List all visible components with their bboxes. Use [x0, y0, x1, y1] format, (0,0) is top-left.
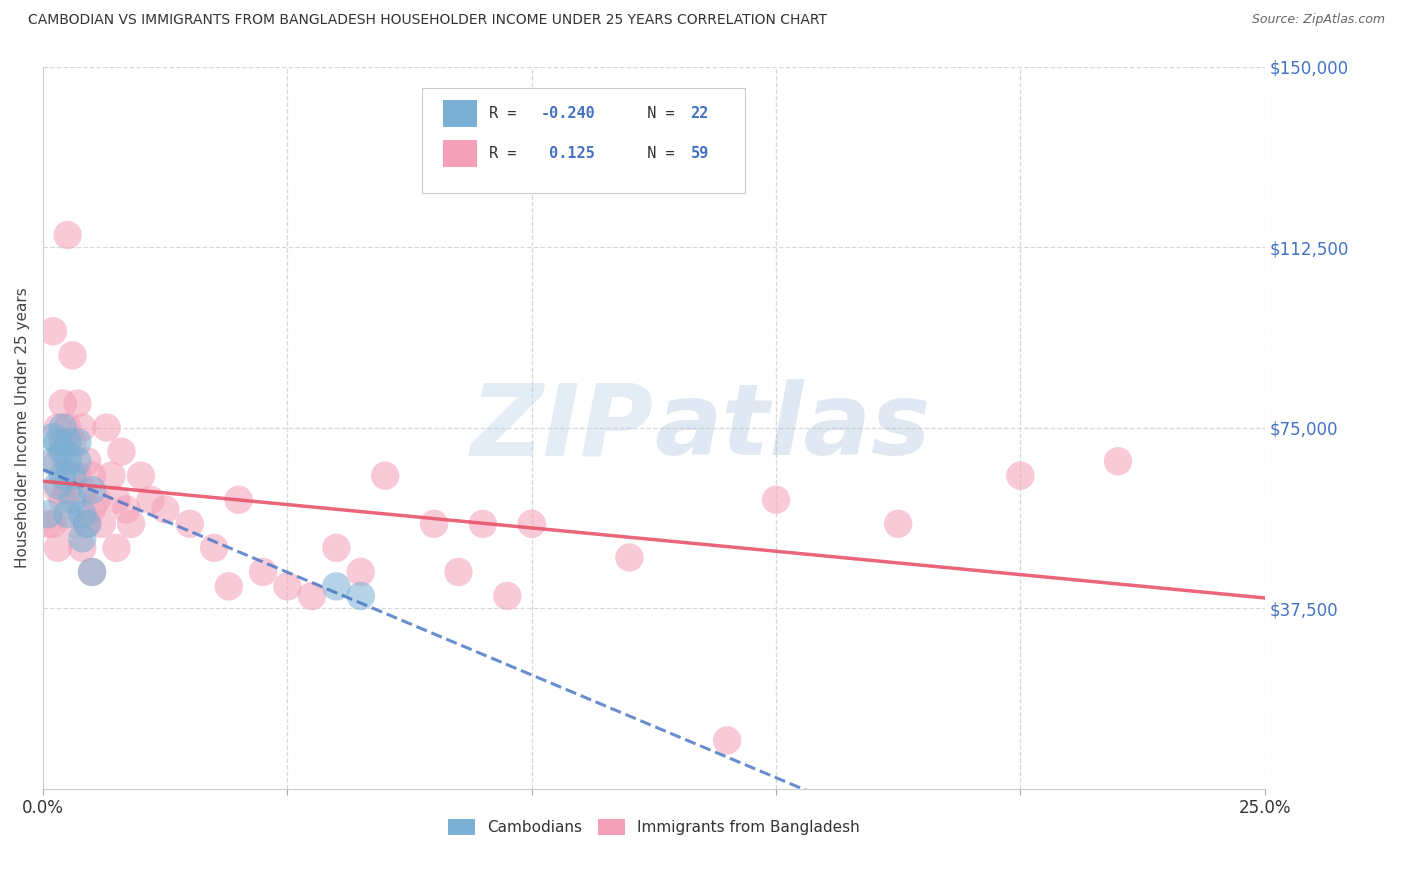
Point — [228, 492, 250, 507]
Text: N =: N = — [630, 106, 685, 121]
Text: N =: N = — [630, 145, 685, 161]
Point — [52, 435, 75, 450]
Text: 22: 22 — [690, 106, 709, 121]
Point — [155, 502, 177, 516]
Point — [350, 589, 373, 603]
Point — [66, 435, 89, 450]
Point — [66, 396, 89, 410]
Point — [56, 435, 79, 450]
Point — [62, 492, 84, 507]
Point — [52, 396, 75, 410]
Point — [179, 516, 201, 531]
Point — [716, 733, 738, 747]
Point — [90, 516, 112, 531]
Point — [218, 579, 240, 593]
Bar — [443, 139, 477, 167]
Point — [62, 516, 84, 531]
Point — [80, 565, 103, 579]
Point — [1010, 468, 1032, 483]
Text: CAMBODIAN VS IMMIGRANTS FROM BANGLADESH HOUSEHOLDER INCOME UNDER 25 YEARS CORREL: CAMBODIAN VS IMMIGRANTS FROM BANGLADESH … — [28, 13, 827, 28]
Point — [42, 430, 65, 444]
Bar — [443, 100, 477, 128]
Legend: Cambodians, Immigrants from Bangladesh: Cambodians, Immigrants from Bangladesh — [447, 819, 860, 835]
Point — [76, 516, 98, 531]
Point — [46, 478, 69, 492]
Text: -0.240: -0.240 — [540, 106, 595, 121]
Point — [72, 507, 94, 521]
Point — [46, 483, 69, 497]
Text: atlas: atlas — [654, 379, 931, 476]
Point — [72, 420, 94, 434]
Point — [129, 468, 152, 483]
Point — [471, 516, 494, 531]
Point — [496, 589, 519, 603]
Y-axis label: Householder Income Under 25 years: Householder Income Under 25 years — [15, 287, 30, 568]
Point — [887, 516, 910, 531]
Point — [105, 492, 128, 507]
Point — [276, 579, 298, 593]
Point — [52, 492, 75, 507]
Point — [1107, 454, 1129, 468]
Point — [105, 541, 128, 555]
Point — [72, 483, 94, 497]
Point — [202, 541, 225, 555]
Text: 59: 59 — [690, 145, 709, 161]
Point — [42, 454, 65, 468]
Text: R =: R = — [489, 145, 526, 161]
Point — [46, 454, 69, 468]
Point — [66, 468, 89, 483]
Point — [72, 541, 94, 555]
Point — [42, 324, 65, 338]
Point — [76, 454, 98, 468]
Text: R =: R = — [489, 106, 526, 121]
Point — [325, 541, 347, 555]
Point — [52, 420, 75, 434]
Point — [115, 502, 138, 516]
Point — [100, 468, 122, 483]
Text: Source: ZipAtlas.com: Source: ZipAtlas.com — [1251, 13, 1385, 27]
Point — [56, 454, 79, 468]
Point — [62, 435, 84, 450]
Point — [37, 507, 59, 521]
Point — [52, 444, 75, 458]
Point — [42, 516, 65, 531]
Point — [80, 502, 103, 516]
Point — [80, 565, 103, 579]
Point — [72, 531, 94, 545]
Point — [80, 483, 103, 497]
Point — [86, 492, 108, 507]
Point — [56, 228, 79, 243]
Point — [46, 541, 69, 555]
Point — [301, 589, 323, 603]
Point — [56, 483, 79, 497]
Point — [139, 492, 162, 507]
Point — [56, 507, 79, 521]
Point — [120, 516, 142, 531]
Point — [52, 468, 75, 483]
Point — [46, 435, 69, 450]
Point — [66, 454, 89, 468]
Point — [325, 579, 347, 593]
FancyBboxPatch shape — [422, 88, 745, 193]
Point — [520, 516, 543, 531]
Point — [765, 492, 787, 507]
Point — [80, 468, 103, 483]
Point — [423, 516, 446, 531]
Point — [76, 516, 98, 531]
Text: ZIP: ZIP — [471, 379, 654, 476]
Point — [110, 444, 132, 458]
Point — [96, 420, 118, 434]
Point — [619, 550, 641, 565]
Point — [252, 565, 274, 579]
Point — [62, 348, 84, 362]
Point — [62, 468, 84, 483]
Point — [350, 565, 373, 579]
Point — [46, 420, 69, 434]
Point — [447, 565, 470, 579]
Point — [37, 516, 59, 531]
Point — [374, 468, 396, 483]
Point — [56, 420, 79, 434]
Text: 0.125: 0.125 — [540, 145, 595, 161]
